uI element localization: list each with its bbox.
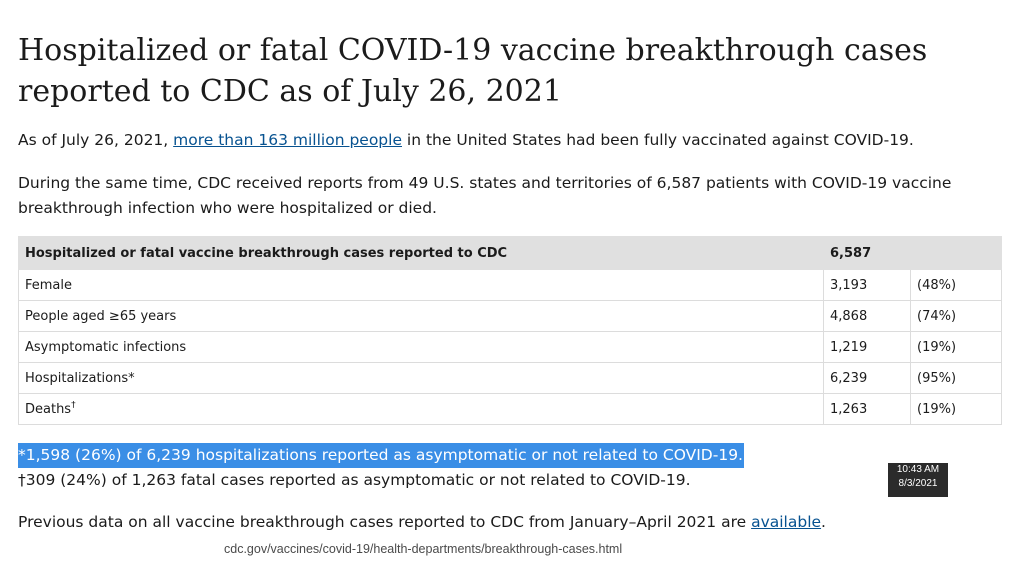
- row-label: Deaths: [25, 401, 72, 417]
- timestamp-overlay: 10:43 AM 8/3/2021: [888, 463, 948, 497]
- table-header-label: Hospitalized or fatal vaccine breakthrou…: [18, 236, 824, 270]
- row-value: 1,219: [823, 331, 911, 363]
- row-label: People aged ≥65 years: [18, 300, 824, 332]
- row-percent: (19%): [910, 331, 1002, 363]
- timestamp-date: 8/3/2021: [898, 478, 938, 489]
- row-label: Hospitalizations*: [18, 362, 824, 394]
- vaccinated-people-link[interactable]: more than 163 million people: [173, 131, 402, 149]
- intro-suffix: in the United States had been fully vacc…: [402, 131, 914, 149]
- table-row: Deaths† 1,263 (19%): [18, 393, 1002, 425]
- source-url: cdc.gov/vaccines/covid-19/health-departm…: [224, 542, 623, 556]
- table-row: Female 3,193 (48%): [18, 269, 1002, 301]
- row-value: 1,263: [823, 393, 911, 425]
- previous-prefix: Previous data on all vaccine breakthroug…: [18, 513, 752, 531]
- row-percent: (74%): [910, 300, 1002, 332]
- table-row: People aged ≥65 years 4,868 (74%): [18, 300, 1002, 332]
- available-link[interactable]: available: [751, 513, 822, 531]
- row-label: Asymptomatic infections: [18, 331, 824, 363]
- previous-data-paragraph: Previous data on all vaccine breakthroug…: [18, 510, 978, 535]
- intro-paragraph: As of July 26, 2021, more than 163 milli…: [18, 128, 978, 153]
- row-value: 3,193: [823, 269, 911, 301]
- row-value: 4,868: [823, 300, 911, 332]
- row-percent: (95%): [910, 362, 1002, 394]
- timestamp-time: 10:43 AM: [896, 464, 940, 475]
- row-label-cell: Deaths†: [18, 393, 824, 425]
- row-percent: (19%): [910, 393, 1002, 425]
- table-header-value: 6,587: [823, 236, 911, 270]
- hospitalization-footnote-highlighted: *1,598 (26%) of 6,239 hospitalizations r…: [18, 443, 744, 468]
- table-header-row: Hospitalized or fatal vaccine breakthrou…: [18, 236, 1002, 270]
- deaths-footnote: †309 (24%) of 1,263 fatal cases reported…: [18, 471, 691, 489]
- previous-suffix: .: [821, 513, 826, 531]
- intro-prefix: As of July 26, 2021,: [18, 131, 174, 149]
- table-header-empty: [910, 236, 1002, 270]
- row-value: 6,239: [823, 362, 911, 394]
- table-row: Asymptomatic infections 1,219 (19%): [18, 331, 1002, 363]
- table-row: Hospitalizations* 6,239 (95%): [18, 362, 1002, 394]
- breakthrough-cases-table: Hospitalized or fatal vaccine breakthrou…: [18, 236, 1002, 425]
- summary-paragraph: During the same time, CDC received repor…: [18, 174, 952, 217]
- dagger-mark: †: [71, 400, 76, 411]
- row-percent: (48%): [910, 269, 1002, 301]
- page-title: Hospitalized or fatal COVID-19 vaccine b…: [18, 33, 928, 109]
- row-label: Female: [18, 269, 824, 301]
